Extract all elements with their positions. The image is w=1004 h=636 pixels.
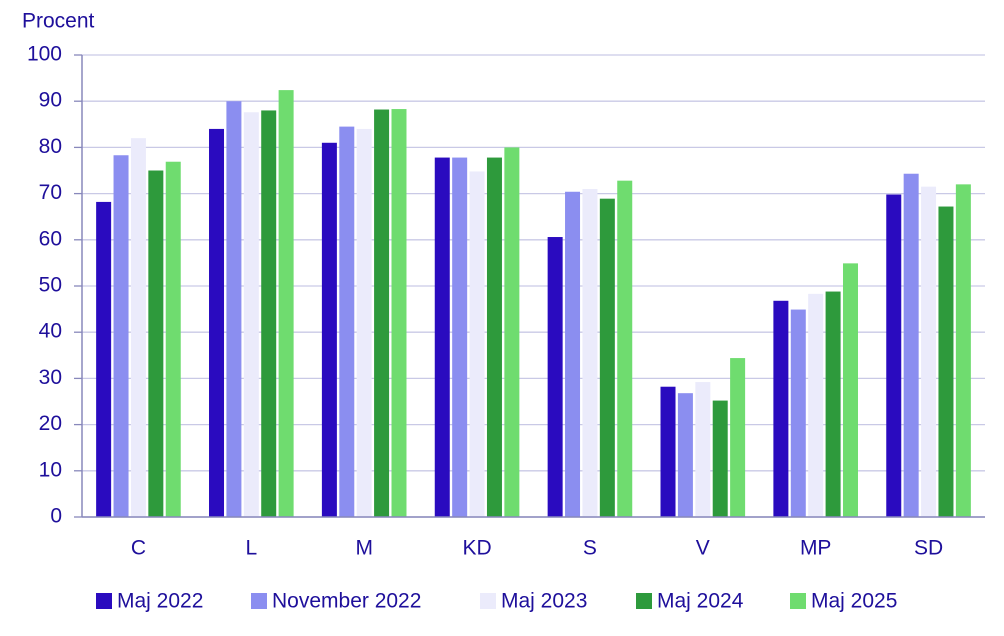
x-tick-label: S xyxy=(583,537,597,560)
legend-swatch xyxy=(480,593,496,609)
bar xyxy=(808,293,824,517)
x-tick-label: MP xyxy=(800,537,832,560)
x-tick-label: M xyxy=(355,537,373,560)
bar xyxy=(321,142,337,517)
x-tick-label: C xyxy=(131,537,146,560)
bar xyxy=(486,157,502,517)
bar xyxy=(938,206,954,517)
bar xyxy=(374,109,390,518)
x-tick-label: L xyxy=(245,537,257,560)
bar xyxy=(96,201,112,517)
bar xyxy=(504,147,520,517)
bar xyxy=(695,382,711,517)
x-tick-label: SD xyxy=(914,537,943,560)
bar xyxy=(547,237,563,517)
y-tick-label: 60 xyxy=(39,227,62,250)
bar xyxy=(825,291,841,517)
bar xyxy=(617,180,633,517)
bar xyxy=(921,186,937,518)
bar xyxy=(677,393,693,517)
bar xyxy=(660,386,676,517)
y-tick-label: 100 xyxy=(27,43,62,66)
y-tick-label: 20 xyxy=(39,412,62,435)
bar xyxy=(261,110,277,517)
bar xyxy=(565,191,581,517)
bar xyxy=(582,188,598,518)
y-tick-label: 50 xyxy=(39,274,62,297)
bar xyxy=(226,101,242,517)
y-tick-label: 40 xyxy=(39,320,62,343)
bar xyxy=(434,157,450,517)
bar xyxy=(452,157,468,517)
bar xyxy=(955,184,971,518)
bar xyxy=(469,171,485,517)
bar xyxy=(113,155,129,517)
bar xyxy=(278,90,294,517)
bar xyxy=(148,170,164,517)
bar xyxy=(165,161,181,518)
y-tick-label: 90 xyxy=(39,89,62,112)
x-tick-label: KD xyxy=(462,537,491,560)
legend-label: November 2022 xyxy=(272,590,421,613)
y-tick-label: 80 xyxy=(39,135,62,158)
bar xyxy=(730,358,746,517)
y-tick-label: 30 xyxy=(39,366,62,389)
bar xyxy=(712,400,728,517)
bar xyxy=(243,112,259,518)
x-tick-label: V xyxy=(696,537,710,560)
bar xyxy=(886,194,902,518)
y-tick-label: 0 xyxy=(50,505,62,528)
y-tick-label: 70 xyxy=(39,181,62,204)
legend-swatch xyxy=(251,593,267,609)
bar xyxy=(209,128,225,518)
bar xyxy=(130,138,146,517)
legend-label: Maj 2022 xyxy=(117,590,203,613)
legend-swatch xyxy=(636,593,652,609)
y-axis-label: Procent xyxy=(22,10,95,33)
bar xyxy=(790,309,806,517)
bar xyxy=(903,173,919,517)
legend-label: Maj 2023 xyxy=(501,590,587,613)
legend-label: Maj 2025 xyxy=(811,590,897,613)
bar xyxy=(599,198,615,517)
bar xyxy=(842,263,858,517)
legend-swatch xyxy=(96,593,112,609)
y-tick-label: 10 xyxy=(39,458,62,481)
legend-label: Maj 2024 xyxy=(657,590,744,613)
bar xyxy=(773,300,789,517)
bar xyxy=(339,126,355,518)
legend-swatch xyxy=(790,593,806,609)
bar xyxy=(356,128,372,518)
bar xyxy=(391,109,407,517)
